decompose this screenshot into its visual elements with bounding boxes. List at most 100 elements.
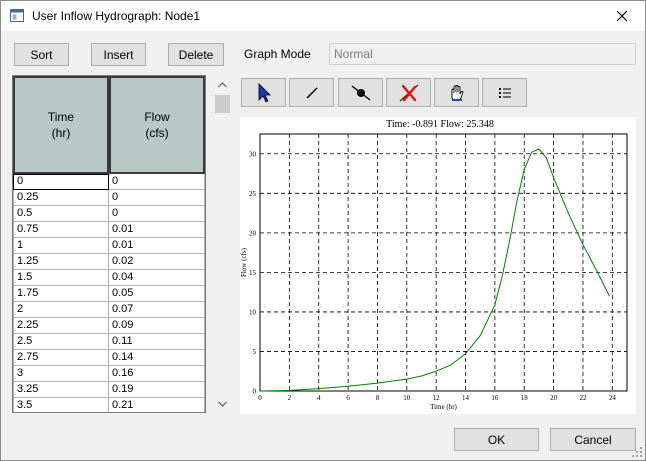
- chart-grid: [260, 134, 627, 391]
- x-tick-label: 2: [288, 394, 292, 402]
- sort-button[interactable]: Sort: [14, 43, 69, 66]
- chevron-down-icon: [218, 401, 227, 407]
- flow-cell[interactable]: 0.09: [109, 318, 205, 334]
- column-header-flow-unit: (cfs): [145, 126, 169, 140]
- flow-cell[interactable]: 0.05: [109, 286, 205, 302]
- column-header-time[interactable]: Time (hr): [13, 76, 109, 174]
- time-cell[interactable]: 0.5: [13, 206, 109, 222]
- table-row: 0.5 0: [13, 206, 205, 222]
- time-cell[interactable]: 3.25: [13, 382, 109, 398]
- ok-button[interactable]: OK: [454, 428, 539, 451]
- table-row: 2.75 0.14: [13, 350, 205, 366]
- time-cell[interactable]: 0.75: [13, 222, 109, 238]
- select-pointer-icon: [258, 82, 271, 103]
- time-cell[interactable]: 2.75: [13, 350, 109, 366]
- time-cell[interactable]: 1.5: [13, 270, 109, 286]
- column-header-time-unit: (hr): [51, 126, 71, 140]
- window-title: User Inflow Hydrograph: Node1: [32, 9, 201, 23]
- flow-cell[interactable]: 0.16: [109, 366, 205, 382]
- x-tick-label: 22: [579, 394, 587, 402]
- chart-title: Time: -0.891 Flow: 25.348: [386, 119, 494, 130]
- time-cell[interactable]: 0.25: [13, 190, 109, 206]
- flow-cell[interactable]: 0.04: [109, 270, 205, 286]
- x-tick-label: 12: [433, 394, 441, 402]
- scroll-up-button[interactable]: [214, 76, 231, 93]
- delete-point-icon: [399, 84, 418, 101]
- insert-button[interactable]: Insert: [91, 43, 146, 66]
- table-row: 0.75 0.01: [13, 222, 205, 238]
- flow-cell[interactable]: 0: [109, 190, 205, 206]
- flow-cell[interactable]: 0.01: [109, 222, 205, 238]
- table-row: 1.5 0.04: [13, 270, 205, 286]
- plot-frame: [259, 133, 628, 392]
- time-cell[interactable]: 2.5: [13, 334, 109, 350]
- y-tick-label: 10: [249, 308, 257, 316]
- point-tool-button[interactable]: [338, 78, 383, 107]
- flow-cell[interactable]: 0.21: [109, 398, 205, 412]
- table-row: 2 0.07: [13, 302, 205, 318]
- delete-button[interactable]: Delete: [168, 43, 224, 66]
- time-cell[interactable]: 1.25: [13, 254, 109, 270]
- y-tick-label: 5: [253, 348, 257, 356]
- x-tick-label: 18: [521, 394, 529, 402]
- time-cell[interactable]: 2.25: [13, 318, 109, 334]
- x-axis-label: Time (hr): [430, 403, 457, 411]
- graph-mode-label: Graph Mode: [244, 47, 311, 61]
- close-icon: [616, 10, 628, 22]
- chevron-up-icon: [218, 81, 227, 87]
- list-icon: [498, 87, 511, 98]
- pan-tool-button[interactable]: [434, 78, 479, 107]
- x-tick-label: 24: [609, 394, 617, 402]
- flow-cell[interactable]: 0.02: [109, 254, 205, 270]
- chart-svg: Time: -0.891 Flow: 25.348 0 2 4 6 8 10 12 14 16 1…: [240, 119, 628, 411]
- app-window-icon: [10, 9, 24, 22]
- x-tick-label: 10: [403, 394, 411, 402]
- flow-cell[interactable]: 0: [109, 174, 205, 190]
- table-row: 1.75 0.05: [13, 286, 205, 302]
- draw-line-icon: [305, 86, 318, 99]
- flow-cell[interactable]: 0.19: [109, 382, 205, 398]
- table-row: 2.5 0.11: [13, 334, 205, 350]
- time-cell[interactable]: 3: [13, 366, 109, 382]
- list-tool-button[interactable]: [482, 78, 527, 107]
- flow-cell[interactable]: 0.07: [109, 302, 205, 318]
- flow-cell[interactable]: 0.11: [109, 334, 205, 350]
- time-cell[interactable]: 1: [13, 238, 109, 254]
- grid-scrollbar[interactable]: [214, 76, 231, 412]
- y-axis-label: Flow (cfs): [240, 247, 248, 277]
- data-grid[interactable]: Time (hr) Flow (cfs) 0 0 0.25 0 0.5 0 0.75 0.01…: [12, 75, 206, 413]
- time-cell[interactable]: 3.5: [13, 398, 109, 412]
- cancel-button[interactable]: Cancel: [550, 428, 636, 451]
- flow-cell[interactable]: 0.01: [109, 238, 205, 254]
- table-row: 1 0.01: [13, 238, 205, 254]
- time-cell[interactable]: 0: [13, 174, 109, 190]
- flow-cell[interactable]: 0.14: [109, 350, 205, 366]
- table-row: 3.5 0.21: [13, 398, 205, 412]
- select-tool-button[interactable]: [241, 78, 286, 107]
- scroll-down-button[interactable]: [214, 395, 231, 412]
- scroll-thumb[interactable]: [215, 95, 230, 113]
- table-row: 2.25 0.09: [13, 318, 205, 334]
- column-header-flow-name: Flow: [144, 110, 170, 124]
- table-row: 3.25 0.19: [13, 382, 205, 398]
- x-tick-label: 4: [317, 394, 321, 402]
- title-bar: User Inflow Hydrograph: Node1: [1, 1, 645, 31]
- line-tool-button[interactable]: [289, 78, 334, 107]
- time-cell[interactable]: 2: [13, 302, 109, 318]
- close-button[interactable]: [599, 1, 645, 31]
- pan-hand-icon: [451, 84, 464, 101]
- table-row: 1.25 0.02: [13, 254, 205, 270]
- column-header-flow[interactable]: Flow (cfs): [109, 76, 205, 174]
- hydrograph-chart[interactable]: Time: -0.891 Flow: 25.348 0 2 4 6 8 10 12 14 16 1…: [240, 117, 636, 414]
- x-tick-label: 14: [462, 394, 470, 402]
- delete-point-button[interactable]: [386, 78, 431, 107]
- resize-grip-icon[interactable]: [631, 446, 643, 458]
- flow-cell[interactable]: 0: [109, 206, 205, 222]
- x-tick-label: 8: [376, 394, 380, 402]
- time-cell[interactable]: 1.75: [13, 286, 109, 302]
- table-row: 3 0.16: [13, 366, 205, 382]
- graph-mode-value: Normal: [334, 47, 373, 61]
